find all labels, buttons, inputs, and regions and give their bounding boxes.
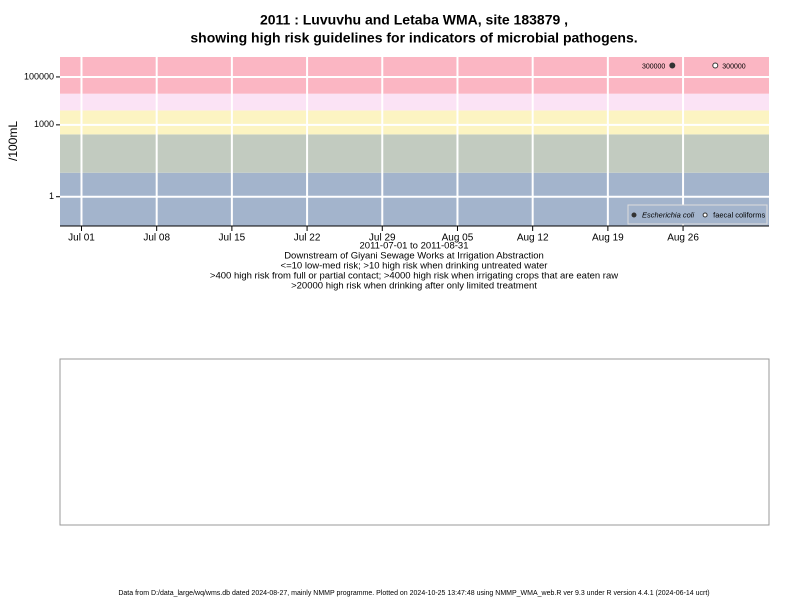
x-axis-label: 2011-07-01 to 2011-08-31 [360,241,469,252]
chart-title: showing high risk guidelines for indicat… [190,30,637,46]
data-label: 300000 [642,63,665,70]
x-tick-label: Jul 08 [143,233,170,244]
x-axis-label: >20000 high risk when drinking after onl… [291,281,537,292]
x-tick-label: Jul 15 [219,233,246,244]
data-point [669,62,676,69]
x-tick-label: Jul 01 [68,233,95,244]
x-axis-label: Downstream of Giyani Sewage Works at Irr… [284,251,544,262]
x-tick-label: Aug 19 [592,233,624,244]
x-tick-label: Aug 12 [517,233,549,244]
y-axis-label: /100mL [6,121,20,161]
footer: Data from D:/data_large/wq/wms.db dated … [118,590,709,597]
legend-box [627,204,768,225]
empty-panel [59,358,770,526]
x-axis-label: >400 high risk from full or partial cont… [210,271,618,282]
y-tick-label: 100000 [24,71,54,81]
x-tick-label: Aug 05 [442,233,474,244]
x-tick-label: Jul 29 [369,233,396,244]
legend-label: Escherichia coli [642,210,694,219]
chart-title: 2011 : Luvuvhu and Letaba WMA, site 1838… [260,12,568,28]
legend-marker [702,212,708,218]
legend-marker [631,212,637,218]
data-point [712,62,719,69]
risk-band [60,57,769,94]
x-tick-label: Aug 26 [667,233,699,244]
x-axis-label: <=10 low-med risk; >10 high risk when dr… [281,261,548,272]
data-label: 300000 [722,63,745,70]
x-tick-label: Jul 22 [294,233,321,244]
y-tick-label: 1 [49,191,54,201]
y-tick-label: 1000 [34,119,54,129]
risk-band [60,134,769,173]
risk-band [60,110,769,135]
legend-label: faecal coliforms [713,210,765,219]
risk-band [60,93,769,111]
